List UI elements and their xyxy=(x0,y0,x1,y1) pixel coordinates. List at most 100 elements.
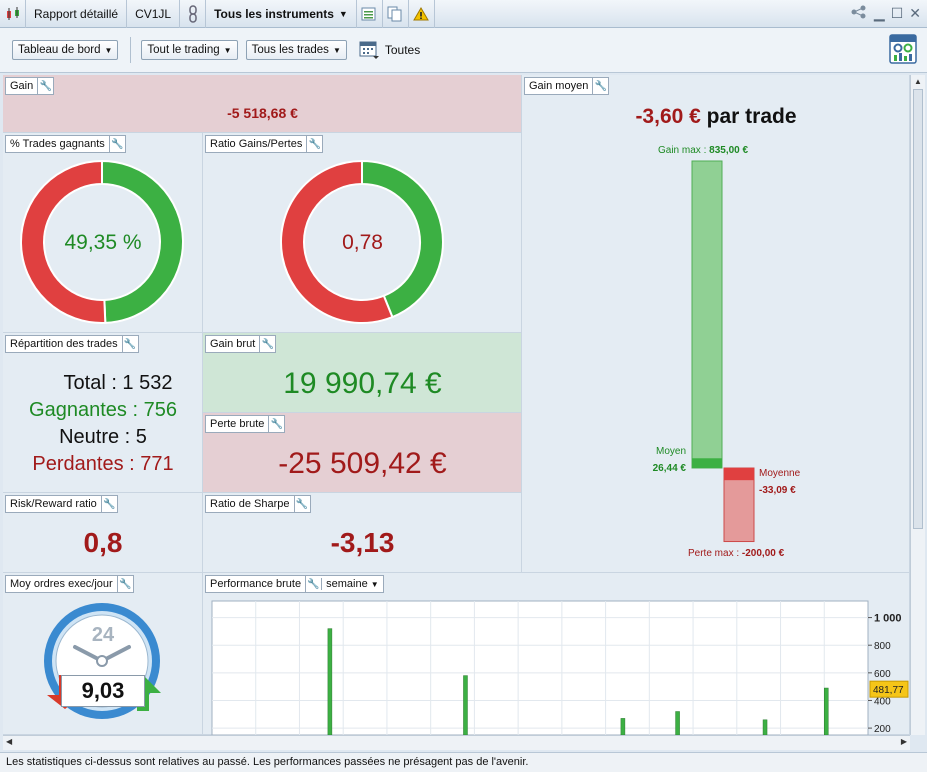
wrench-icon[interactable]: 🔧 xyxy=(259,336,275,352)
minimize-icon[interactable]: ▁ xyxy=(873,5,885,21)
window-controls: ▁ ☐ ✕ xyxy=(850,5,927,22)
sharpe-panel: Ratio de Sharpe 🔧 -3,13 xyxy=(203,493,522,573)
period-dropdown[interactable]: semaine ▼ xyxy=(321,578,383,590)
risk-reward-title: Risk/Reward ratio 🔧 xyxy=(5,495,118,513)
wrench-icon[interactable]: 🔧 xyxy=(306,136,322,152)
pct-trades-panel: % Trades gagnants 🔧 49,35 % xyxy=(3,133,203,333)
wrench-icon[interactable]: 🔧 xyxy=(116,576,133,592)
warning-icon[interactable] xyxy=(409,0,435,28)
y-tick-label: 800 xyxy=(874,641,891,652)
gain-moyen-value: -3,60 € xyxy=(635,105,701,128)
gain-brut-value: 19 990,74 € xyxy=(283,367,442,400)
scroll-left-icon[interactable]: ◀ xyxy=(6,737,13,746)
donut-slice-losses xyxy=(280,159,394,324)
trades-label: Tous les trades xyxy=(251,44,329,56)
chevron-down-icon: ▼ xyxy=(104,45,113,55)
perte-brute-panel: Perte brute 🔧 -25 509,42 € xyxy=(203,413,522,493)
dashboard-content: Gain 🔧 -5 518,68 € % Trades gagnants 🔧 49,… xyxy=(3,75,910,735)
ratio-donut xyxy=(280,159,444,324)
export-excel-icon[interactable] xyxy=(357,0,383,28)
vertical-scroll-thumb[interactable] xyxy=(913,89,923,529)
wrench-icon[interactable]: 🔧 xyxy=(268,416,284,432)
gain-value: -5 518,68 € xyxy=(227,105,298,121)
y-tick-label: 400 xyxy=(874,696,891,707)
gain-moyen-headline: -3,60 € par trade xyxy=(522,105,910,129)
loss-avg-bar xyxy=(724,468,754,481)
performance-title-label: Performance brute xyxy=(210,578,302,590)
trades-dropdown[interactable]: Tous les trades ▼ xyxy=(245,40,347,60)
calendar-icon xyxy=(359,39,379,62)
current-value-label: 481,77 xyxy=(873,685,904,696)
moyen-value: 26,44 € xyxy=(653,463,687,474)
wrench-icon[interactable]: 🔧 xyxy=(592,78,608,94)
gain-avg-bar xyxy=(692,458,722,468)
wrench-icon[interactable]: 🔧 xyxy=(37,78,53,94)
donut-slice-losses xyxy=(20,159,107,324)
gain-title: Gain 🔧 xyxy=(5,77,55,95)
sharpe-value: -3,13 xyxy=(330,527,395,558)
dashboard-icon[interactable] xyxy=(889,33,919,68)
bar xyxy=(675,711,680,735)
bar xyxy=(762,719,768,735)
perte-brute-title-label: Perte brute xyxy=(210,418,265,430)
perte-brute-title: Perte brute 🔧 xyxy=(205,415,286,433)
moy-ordres-title-label: Moy ordres exec/jour xyxy=(10,578,113,590)
horizontal-scrollbar[interactable]: ◀ ▶ xyxy=(3,735,910,750)
vertical-scrollbar[interactable]: ▲ xyxy=(910,75,925,735)
pct-trades-value: 49,35 % xyxy=(64,231,142,254)
y-tick-label: 600 xyxy=(874,669,891,680)
moyen-label: Moyen xyxy=(656,446,686,457)
pct-trades-title: % Trades gagnants 🔧 xyxy=(5,135,126,153)
close-icon[interactable]: ✕ xyxy=(909,5,921,21)
report-title: Rapport détaillé xyxy=(26,0,128,28)
gain-max-bar xyxy=(691,160,723,469)
gain-brut-panel: Gain brut 🔧 19 990,74 € xyxy=(203,333,522,413)
plot-area xyxy=(211,600,869,735)
performance-panel: Performance brute 🔧 semaine ▼ 1 000 800 600… xyxy=(203,573,910,735)
risk-reward-title-label: Risk/Reward ratio xyxy=(10,498,97,510)
y-tick-label: 200 xyxy=(874,724,891,735)
period-selector[interactable]: Toutes xyxy=(359,39,420,62)
wrench-icon[interactable]: 🔧 xyxy=(100,496,117,512)
winning-trades: Gagnantes : 756 xyxy=(29,399,177,421)
wrench-icon[interactable]: 🔧 xyxy=(121,336,138,352)
chevron-down-icon: ▼ xyxy=(338,8,348,19)
neutral-trades: Neutre : 5 xyxy=(59,426,147,448)
moyenne-label: Moyenne xyxy=(759,468,801,479)
gain-moyen-suffix: par trade xyxy=(706,105,797,128)
wrench-icon[interactable]: 🔧 xyxy=(108,136,125,152)
status-bar: Les statistiques ci-dessus sont relative… xyxy=(0,752,927,772)
clock-icon xyxy=(44,603,161,719)
share-icon[interactable] xyxy=(850,5,868,22)
moy-ordres-title: Moy ordres exec/jour 🔧 xyxy=(5,575,134,593)
toolbar-divider xyxy=(130,37,132,63)
scroll-right-icon[interactable]: ▶ xyxy=(900,737,907,746)
repartition-title-label: Répartition des trades xyxy=(10,338,118,350)
perte-brute-value: -25 509,42 € xyxy=(278,447,447,480)
gain-moyen-panel: Gain moyen 🔧 -3,60 € par trade Gain max :… xyxy=(522,75,910,573)
link-icon[interactable] xyxy=(180,0,207,28)
maximize-icon[interactable]: ☐ xyxy=(890,5,904,21)
repartition-stats: Total : 1 532 Gagnantes : 756 Neutre : 5… xyxy=(3,370,203,478)
gain-brut-title: Gain brut 🔧 xyxy=(205,335,277,353)
account-selector[interactable]: CV1JL xyxy=(127,0,181,28)
total-trades: Total : 1 532 xyxy=(63,372,173,394)
gain-max-text: Gain max : 835,00 € xyxy=(658,145,749,156)
moyenne-value: -33,09 € xyxy=(759,485,796,496)
gain-brut-title-label: Gain brut xyxy=(210,338,256,350)
losing-trades: Perdantes : 771 xyxy=(32,453,174,475)
bar xyxy=(620,718,626,735)
instruments-dropdown[interactable]: Tous les instruments ▼ xyxy=(206,0,357,28)
candlestick-icon xyxy=(0,0,26,28)
trading-label: Tout le trading xyxy=(147,44,220,56)
wrench-icon[interactable]: 🔧 xyxy=(293,496,310,512)
copy-icon[interactable] xyxy=(383,0,409,28)
instruments-label: Tous les instruments xyxy=(214,6,334,21)
ratio-value: 0,78 xyxy=(342,231,383,254)
wrench-icon[interactable]: 🔧 xyxy=(305,576,321,592)
risk-reward-value: 0,8 xyxy=(83,527,123,558)
gain-moyen-chart: Gain max : 835,00 € Moyen 26,44 € Moyenne -3… xyxy=(653,145,801,559)
dashboard-dropdown[interactable]: Tableau de bord ▼ xyxy=(12,40,119,60)
scroll-up-icon[interactable]: ▲ xyxy=(914,77,922,86)
trading-dropdown[interactable]: Tout le trading ▼ xyxy=(141,40,238,60)
